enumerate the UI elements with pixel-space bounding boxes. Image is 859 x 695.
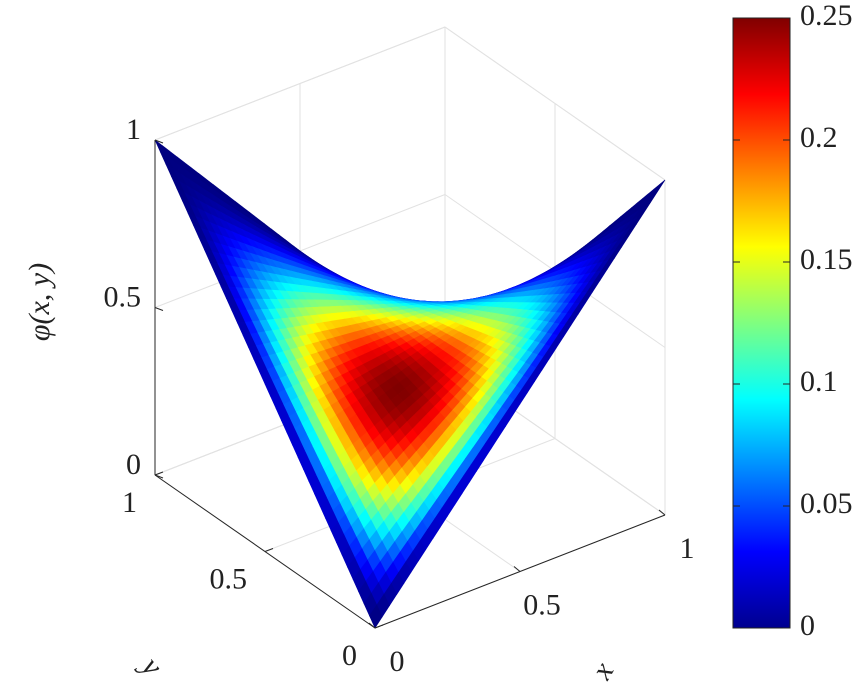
colorbar-tick-label: 0.25 [800,0,853,32]
surface-patch [652,179,666,196]
tick-mark [374,624,384,629]
colorbar-tick-label: 0 [800,609,815,642]
tick-mark [368,622,376,629]
surface [154,139,666,629]
y-tick-label: 0.5 [210,562,248,595]
z-tick-label: 0.5 [104,280,142,313]
z-tick-label: 1 [126,113,141,146]
colorbar-tick-label: 0.05 [800,487,853,520]
z-axis-title: φ(x, y) [23,263,56,341]
surface-patch [369,604,383,629]
y-tick-label: 0 [342,639,357,672]
colorbar-tick-label: 0.1 [800,365,838,398]
tick-mark [154,474,164,479]
colorbar [732,17,791,629]
x-tick-label: 0.5 [523,588,561,621]
tick-mark [154,471,164,476]
z-tick-label: 0 [126,448,141,481]
tick-mark [513,566,521,572]
y-tick-label: 1 [122,486,137,519]
x-tick-label: 0 [390,645,405,678]
x-axis-title: x [585,656,621,685]
y-axis-title: y [133,648,169,682]
x-tick-label: 1 [680,532,695,565]
tick-mark [264,548,274,552]
colorbar-tick-label: 0.15 [800,243,853,276]
tick-mark [658,509,666,516]
colorbar-tick-label: 0.2 [800,121,838,154]
tick-mark [154,139,164,144]
tick-mark [154,307,164,311]
colorbar-ticks: 0 0.05 0.1 0.15 0.2 0.25 [733,0,853,642]
